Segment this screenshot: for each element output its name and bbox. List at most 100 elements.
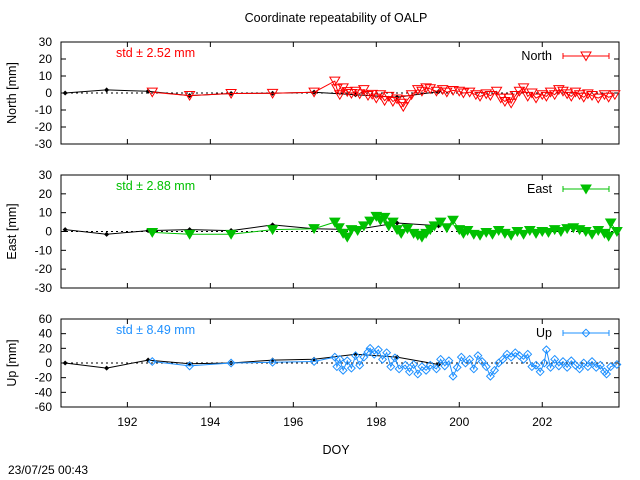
data-point [225, 229, 237, 240]
data-point [328, 217, 341, 228]
reference-point [104, 87, 110, 93]
y-tick-label: 20 [39, 187, 53, 201]
data-point [382, 348, 392, 358]
data-point [494, 93, 507, 104]
data-point [544, 87, 557, 98]
y-tick-label: 10 [39, 69, 53, 83]
reference-line [65, 353, 439, 369]
data-point [473, 351, 483, 361]
panels: 30 20 10 0 -10 -20 -30 North [mm] std ± 2.52 mm N… [5, 35, 623, 429]
data-point [436, 354, 446, 364]
x-tick-label: 202 [532, 415, 552, 429]
data-point [598, 90, 611, 101]
data-point [440, 87, 453, 98]
y-tick-label: -20 [35, 262, 53, 276]
data-point [484, 91, 497, 102]
reference-point [104, 365, 110, 371]
data-point [430, 86, 443, 97]
reference-point [311, 356, 317, 362]
data-point [602, 369, 612, 379]
data-point [351, 226, 364, 237]
data-point [333, 223, 345, 234]
data-point [546, 362, 556, 372]
data-point [558, 357, 568, 367]
data-point [602, 92, 615, 103]
x-axis-label: DOY [322, 443, 350, 457]
legend-label: Up [536, 326, 552, 340]
data-point [404, 367, 414, 377]
y-tick-label: 30 [39, 168, 53, 182]
data-point [548, 90, 561, 101]
data-point [395, 228, 408, 239]
legend-label: East [527, 182, 553, 196]
data-point [575, 364, 585, 374]
data-point [411, 85, 424, 96]
data-point [401, 95, 414, 106]
data-point [526, 88, 538, 99]
data-point [147, 357, 157, 367]
data-point [536, 90, 549, 101]
legend-marker [580, 184, 592, 195]
data-point [452, 362, 462, 372]
data-point [394, 364, 404, 374]
x-tick-label: 192 [117, 415, 137, 429]
legend-marker [580, 51, 592, 62]
data-point [183, 229, 196, 240]
data-point [266, 88, 279, 99]
data-point [308, 87, 320, 98]
data-point [448, 371, 458, 381]
data-point [400, 360, 410, 370]
data-point [378, 96, 391, 107]
y-tick-label: -20 [35, 120, 53, 134]
data-point [397, 102, 410, 113]
data-point [517, 83, 530, 94]
data-point [146, 87, 159, 98]
data-point [225, 89, 237, 99]
data-point [341, 87, 354, 98]
data-point [370, 93, 383, 104]
data-point [513, 86, 526, 97]
data-point [612, 359, 622, 369]
data-point [342, 356, 352, 366]
reference-point [62, 227, 68, 233]
data-point [535, 367, 545, 377]
data-point [374, 90, 387, 101]
data-point [611, 227, 623, 237]
data-point [328, 76, 341, 87]
data-point [387, 97, 399, 107]
data-point [530, 228, 542, 239]
data-point [542, 227, 555, 238]
data-point [309, 357, 319, 367]
data-point [349, 86, 362, 97]
data-point [268, 357, 278, 367]
data-point [308, 224, 320, 235]
reference-line [65, 222, 439, 235]
data-point [416, 86, 428, 97]
data-point [490, 365, 500, 375]
data-point [409, 359, 419, 369]
data-point [183, 91, 196, 102]
data-point [413, 369, 423, 379]
data-point [351, 351, 361, 361]
data-point [550, 354, 560, 364]
reference-point [145, 357, 151, 363]
data-point [453, 86, 466, 97]
y-tick-label: 0 [45, 356, 52, 370]
data-point [539, 358, 549, 368]
data-point [474, 91, 486, 102]
panel-east: 30 20 10 0 -10 -20 -30 East [mm] std ± 2.88 mm Ea… [5, 168, 623, 295]
data-point [541, 345, 551, 355]
data-point [540, 91, 553, 102]
data-point [565, 91, 578, 102]
data-point [387, 217, 399, 228]
std-annotation: std ± 8.49 mm [116, 323, 195, 337]
data-point [447, 215, 459, 226]
y-tick-label: -30 [35, 137, 53, 151]
data-point [503, 93, 515, 104]
data-point [363, 347, 373, 357]
data-point [373, 345, 383, 355]
legend-marker [581, 328, 591, 338]
data-point [457, 88, 470, 99]
data-point [573, 90, 586, 101]
reference-point [104, 231, 110, 237]
